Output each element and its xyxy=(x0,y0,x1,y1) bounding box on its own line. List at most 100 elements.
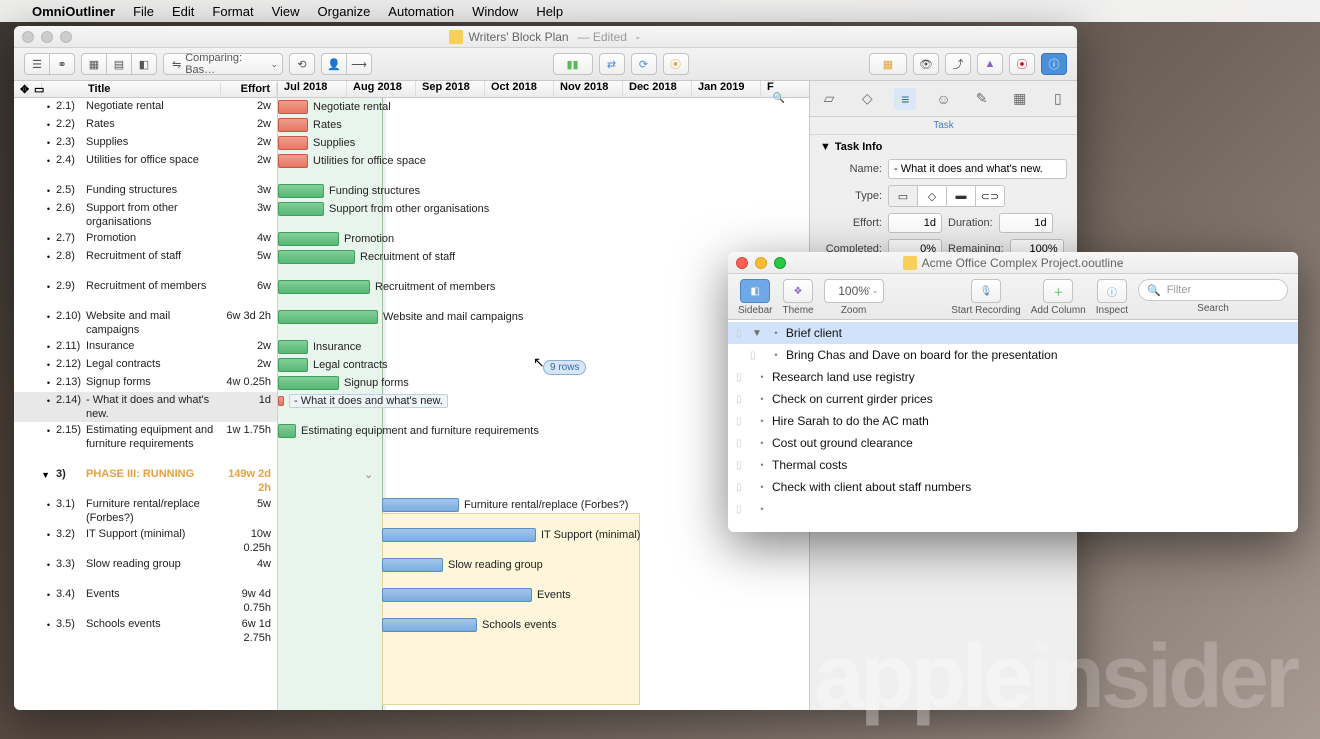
gantt-bar[interactable]: Funding structures xyxy=(278,184,324,198)
oo-row[interactable]: ▯•Check on current girder prices xyxy=(728,388,1298,410)
tb-publish-button[interactable]: ⤴ xyxy=(945,53,971,75)
win2-titlebar[interactable]: Acme Office Complex Project.ooutline xyxy=(728,252,1298,274)
gantt-bar[interactable]: Estimating equipment and furniture requi… xyxy=(278,424,296,438)
tb-icon-snapshot[interactable]: ⦿ xyxy=(663,53,689,75)
gantt-group-toggle[interactable]: ⌄ xyxy=(364,468,373,481)
timeline-month[interactable]: Jul 2018 xyxy=(278,81,347,97)
win2-zoom-button[interactable] xyxy=(774,257,786,269)
outline-task-row[interactable]: •2.13)Signup forms4w 0.25h xyxy=(14,374,277,392)
oo-row[interactable]: ▯•Thermal costs xyxy=(728,454,1298,476)
type-task-button[interactable]: ▭ xyxy=(888,185,918,207)
timeline-month[interactable]: Jan 2019 xyxy=(692,81,761,97)
insp-tab-styles-icon[interactable]: ✎ xyxy=(971,88,993,110)
menu-organize[interactable]: Organize xyxy=(318,4,371,19)
menu-window[interactable]: Window xyxy=(472,4,518,19)
type-milestone-button[interactable]: ◇ xyxy=(917,185,947,207)
oo-row[interactable]: ▯• xyxy=(728,498,1298,520)
menu-view[interactable]: View xyxy=(272,4,300,19)
menu-file[interactable]: File xyxy=(133,4,154,19)
win1-minimize-button[interactable] xyxy=(41,31,53,43)
insp-tab-grid-icon[interactable]: ▦ xyxy=(1009,88,1031,110)
gantt-bar[interactable]: Legal contracts xyxy=(278,358,308,372)
col-effort[interactable]: Effort xyxy=(221,83,277,95)
oo-zoom-stepper[interactable]: 100% xyxy=(824,279,884,303)
insp-tab-resource-icon[interactable]: ☺ xyxy=(932,88,954,110)
outline-task-row[interactable]: •2.1)Negotiate rental2w xyxy=(14,98,277,116)
tb-violations-button[interactable]: ▲ xyxy=(977,53,1003,75)
menu-format[interactable]: Format xyxy=(212,4,253,19)
oo-record-button[interactable]: 🎙 xyxy=(971,279,1001,303)
gantt-bar[interactable]: IT Support (minimal) xyxy=(382,528,536,542)
oo-row[interactable]: ▯•Bring Chas and Dave on board for the p… xyxy=(728,344,1298,366)
view-mode-outline[interactable]: ☰ xyxy=(24,53,50,75)
tb-eye-button[interactable]: 👁 xyxy=(913,53,939,75)
gantt-bar[interactable]: Support from other organisations xyxy=(278,202,324,216)
outline-task-row[interactable]: •3.2)IT Support (minimal)10w 0.25h xyxy=(14,526,277,556)
gantt-bar[interactable]: Slow reading group xyxy=(382,558,443,572)
outline-task-row[interactable]: •2.9)Recruitment of members6w xyxy=(14,278,277,308)
inspector-toggle-button[interactable]: ⓘ xyxy=(1041,53,1067,75)
timeline-month[interactable]: Aug 2018 xyxy=(347,81,416,97)
assign-resource-button[interactable]: 👤 xyxy=(321,53,347,75)
insp-tab-diamond-icon[interactable]: ◇ xyxy=(856,88,878,110)
gantt-bar[interactable]: Recruitment of members xyxy=(278,280,370,294)
row-handle-icon[interactable]: ▯ xyxy=(750,350,766,361)
oo-add-column-button[interactable]: ＋ xyxy=(1043,279,1073,303)
outline-task-row[interactable]: •2.5)Funding structures3w xyxy=(14,182,277,200)
outline-task-row[interactable]: •2.12)Legal contracts2w xyxy=(14,356,277,374)
outline-task-row[interactable]: •2.2)Rates2w xyxy=(14,116,277,134)
gantt-bar[interactable]: - What it does and what's new. xyxy=(278,396,284,406)
menu-edit[interactable]: Edit xyxy=(172,4,194,19)
insp-tab-doc-icon[interactable]: ▯ xyxy=(1047,88,1069,110)
oo-theme-button[interactable]: ❖ xyxy=(783,279,813,303)
gantt-bar[interactable]: Rates xyxy=(278,118,308,132)
gantt-bar[interactable]: Website and mail campaigns xyxy=(278,310,378,324)
gantt-bar[interactable]: Negotiate rental xyxy=(278,100,308,114)
outline-task-row[interactable]: •2.8)Recruitment of staff5w xyxy=(14,248,277,278)
outline-task-row[interactable]: •2.3)Supplies2w xyxy=(14,134,277,152)
gantt-bar[interactable]: Schools events xyxy=(382,618,477,632)
col-title[interactable]: Title xyxy=(82,83,221,95)
tb-record-button[interactable]: ⦿ xyxy=(1009,53,1035,75)
timeline-month[interactable]: Nov 2018 xyxy=(554,81,623,97)
win2-close-button[interactable] xyxy=(736,257,748,269)
undo-button[interactable]: ⟲ xyxy=(289,53,315,75)
outline-task-row[interactable]: •3.1)Furniture rental/replace (Forbes?)5… xyxy=(14,496,277,526)
insp-name-field[interactable] xyxy=(888,159,1067,179)
gantt-bar[interactable]: Utilities for office space xyxy=(278,154,308,168)
row-handle-icon[interactable]: ▯ xyxy=(736,504,752,515)
table-view-button[interactable]: ▦ xyxy=(869,53,907,75)
disclosure-triangle-icon[interactable]: ▼ xyxy=(752,328,762,339)
win2-minimize-button[interactable] xyxy=(755,257,767,269)
row-handle-icon[interactable]: ▯ xyxy=(736,328,752,339)
outline-task-row[interactable]: •3.3)Slow reading group4w xyxy=(14,556,277,586)
catch-up-button[interactable]: ▮▮ xyxy=(553,53,593,75)
type-group-button[interactable]: ⊂⊃ xyxy=(975,185,1005,207)
oo-row[interactable]: ▯•Research land use registry xyxy=(728,366,1298,388)
outline-task-row[interactable]: •3.4)Events9w 4d 0.75h xyxy=(14,586,277,616)
row-handle-icon[interactable]: ▯ xyxy=(736,372,752,383)
outline-task-row[interactable]: •2.14)- What it does and what's new.1d xyxy=(14,392,277,422)
outline-task-row[interactable]: •3.5)Schools events6w 1d 2.75h xyxy=(14,616,277,646)
outline-task-row[interactable]: •2.6)Support from other organisations3w xyxy=(14,200,277,230)
gantt-bar[interactable]: Furniture rental/replace (Forbes?) xyxy=(382,498,459,512)
oo-filter-field[interactable]: 🔍Filter xyxy=(1138,279,1288,301)
oo-row[interactable]: ▯•Cost out ground clearance xyxy=(728,432,1298,454)
row-handle-icon[interactable]: ▯ xyxy=(736,394,752,405)
outline-task-row[interactable]: •2.10)Website and mail campaigns6w 3d 2h xyxy=(14,308,277,338)
row-handle-icon[interactable]: ▯ xyxy=(736,416,752,427)
baseline-compare-popup[interactable]: ⇋Comparing: Bas… xyxy=(163,53,283,75)
gantt-bar[interactable]: Insurance xyxy=(278,340,308,354)
outline-phase-row[interactable]: ▼3)PHASE III: RUNNING149w 2d 2h xyxy=(14,466,277,496)
view-mode-resource[interactable]: ⚭ xyxy=(49,53,75,75)
menu-help[interactable]: Help xyxy=(536,4,563,19)
gantt-bar[interactable]: Recruitment of staff xyxy=(278,250,355,264)
oo-row[interactable]: ▯▼•Brief client xyxy=(728,322,1298,344)
oo-sidebar-button[interactable]: ◧ xyxy=(740,279,770,303)
row-handle-icon[interactable]: ▯ xyxy=(736,460,752,471)
outline-task-row[interactable]: •2.11)Insurance2w xyxy=(14,338,277,356)
insp-duration-field[interactable] xyxy=(999,213,1053,233)
outline-task-row[interactable]: •2.15)Estimating equipment and furniture… xyxy=(14,422,277,466)
insp-tab-milestone-icon[interactable]: ▱ xyxy=(818,88,840,110)
tb-icon-sync[interactable]: ⟳ xyxy=(631,53,657,75)
